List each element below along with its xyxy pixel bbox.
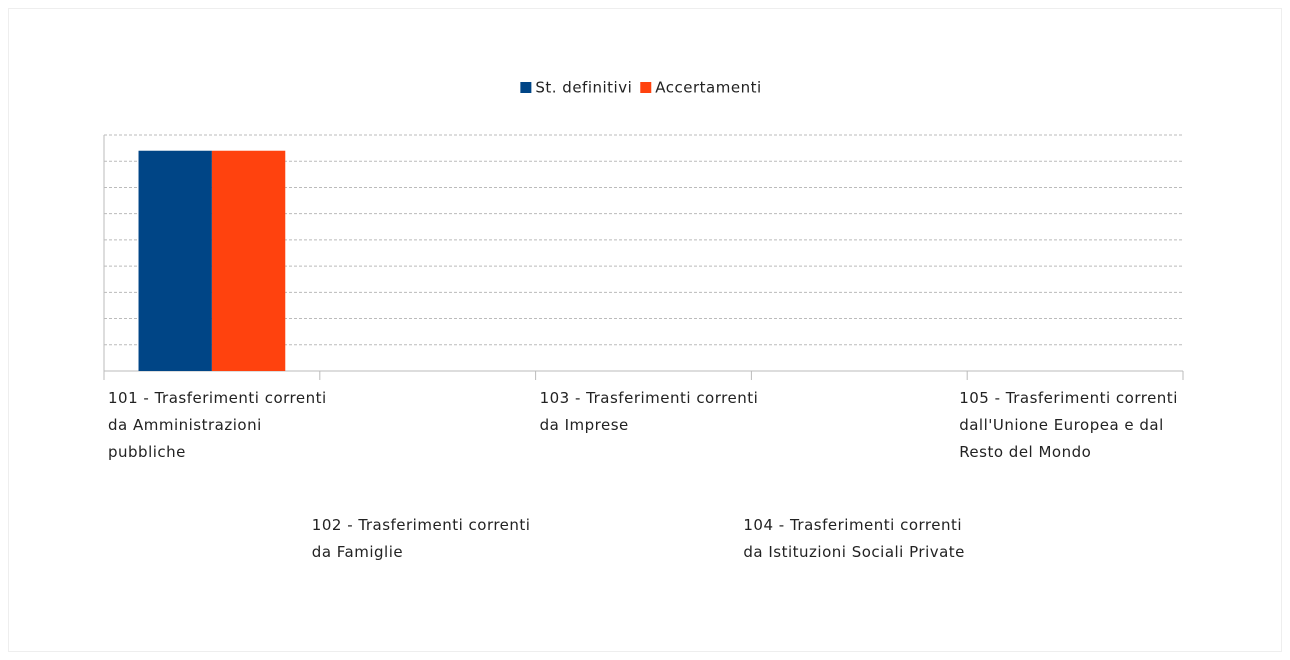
x-tick-label: 101 - Trasferimenti correnti da Amminist… xyxy=(108,389,327,461)
legend-swatch xyxy=(640,82,652,93)
legend-swatch xyxy=(520,82,532,93)
chart-frame xyxy=(8,8,1282,652)
bar xyxy=(211,150,286,371)
legend-label: Accertamenti xyxy=(655,79,761,97)
x-tick-label: 105 - Trasferimenti correnti dall'Unione… xyxy=(959,389,1178,461)
x-tick-label: 104 - Trasferimenti correnti da Istituzi… xyxy=(743,516,965,561)
x-tick-label: 102 - Trasferimenti correnti da Famiglie xyxy=(311,516,531,561)
bar xyxy=(138,150,212,371)
x-tick-label: 103 - Trasferimenti correnti da Imprese xyxy=(539,389,759,434)
legend-label: St. definitivi xyxy=(535,79,632,97)
